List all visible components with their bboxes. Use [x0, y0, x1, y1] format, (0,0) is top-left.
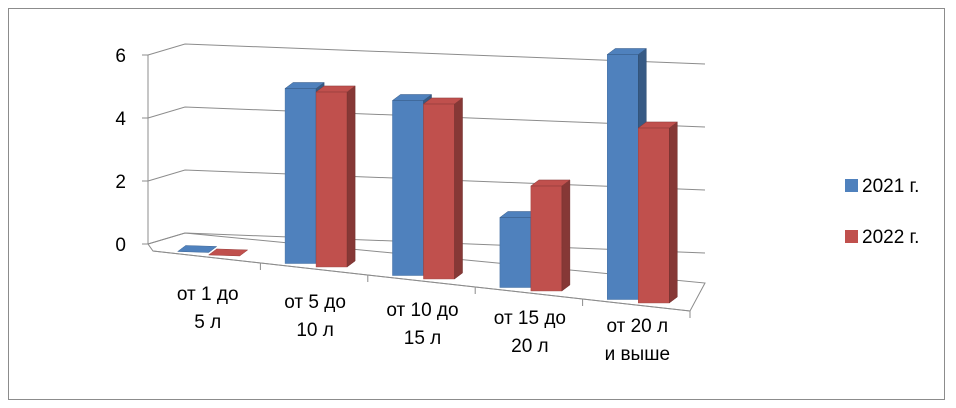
- bar-top-4-0: [606, 48, 648, 55]
- bar-top-3-1: [530, 179, 571, 187]
- bar-side-1-1: [346, 85, 356, 268]
- bar-side-2-1: [454, 97, 463, 280]
- legend-swatch-0: [845, 179, 858, 192]
- x-tick-label: от 15 до: [494, 308, 566, 329]
- axis-layer: 0 2 4 6 от 1 до 5 л от 5 до 10 л от 10 до 15 л от …: [115, 46, 691, 365]
- x-tick-label: 20 л: [511, 336, 549, 357]
- chart-frame: [8, 8, 945, 400]
- bar-3-1: [530, 185, 563, 292]
- x-tick-label: от 1 до: [177, 284, 239, 305]
- x-tick-label: от 10 до: [386, 300, 458, 321]
- legend-label-0: 2021 г.: [862, 176, 919, 197]
- gridline: [147, 43, 706, 65]
- bar-side-3-1: [561, 179, 571, 292]
- bar-2-1: [423, 103, 455, 280]
- bar-top-4-1: [637, 121, 679, 129]
- y-tick-label: 6: [115, 46, 126, 67]
- legend-swatch-1: [845, 230, 858, 243]
- x-tick-label: 10 л: [296, 320, 334, 341]
- y-tick-label: 2: [115, 172, 126, 193]
- bar-top-2-1: [422, 97, 464, 105]
- legend-layer: 2021 г. 2022 г.: [845, 176, 919, 248]
- bar-1-1: [315, 91, 348, 268]
- bar-top-1-1: [315, 85, 356, 93]
- x-tick-label: 5 л: [194, 312, 221, 333]
- floor-layer: [147, 232, 706, 312]
- bar-4-1: [638, 127, 670, 304]
- y-tick-label: 0: [115, 235, 126, 256]
- bar-top-2-0: [391, 94, 433, 101]
- bar-1-0: [284, 88, 317, 264]
- bars-layer: [176, 47, 679, 304]
- gridline: [147, 169, 706, 191]
- bar-side-4-1: [669, 121, 678, 304]
- x-tick-label: от 20 л: [606, 316, 668, 337]
- bar-0-0: [176, 245, 218, 253]
- x-tick-label: и выше: [605, 344, 670, 365]
- bar-3-0: [499, 217, 532, 288]
- gridline: [147, 106, 706, 128]
- bar-0-1: [207, 248, 249, 257]
- x-tick-label: 15 л: [404, 328, 442, 349]
- bar-4-0: [607, 54, 639, 300]
- x-axis-line: [152, 250, 691, 312]
- legend-label-1: 2022 г.: [862, 227, 919, 248]
- chart-floor: [147, 232, 706, 312]
- y-tick-label: 4: [115, 109, 126, 130]
- bar-top-1-0: [284, 82, 325, 89]
- x-tick-label: от 5 до: [284, 292, 346, 313]
- bar-2-0: [392, 100, 424, 276]
